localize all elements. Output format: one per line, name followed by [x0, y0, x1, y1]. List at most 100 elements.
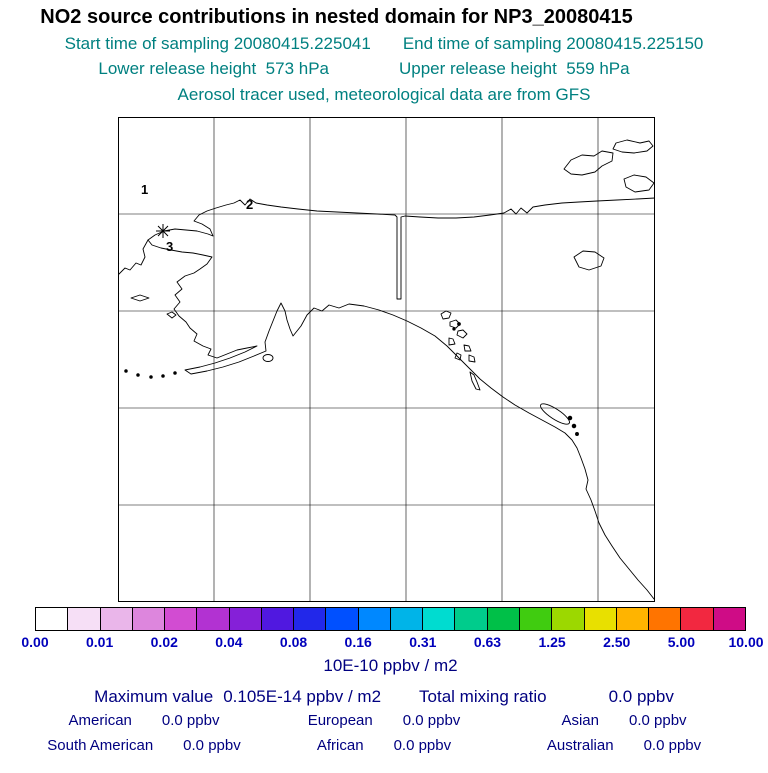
island-aleutian	[149, 375, 153, 379]
region-value: 0.0 ppbv	[183, 736, 241, 754]
colorbar-segment	[649, 607, 682, 630]
colorbar: 0.00 0.01 0.02 0.04 0.08 0.16 0.31 0.63 1.25 2.50…	[21, 606, 764, 676]
colorbar-tick-label: 0.02	[150, 633, 178, 650]
max-total-row: Maximum value 0.105E-14 ppbv / m2 Total …	[0, 686, 768, 707]
island-panhandle	[463, 344, 472, 352]
colorbar-tick-label: 0.08	[279, 633, 308, 650]
tracer-info-row: Aerosol tracer used, meteorological data…	[0, 84, 768, 105]
region-stat: Asian 0.0 ppbv	[504, 712, 744, 731]
stats-block: Maximum value 0.105E-14 ppbv / m2 Total …	[0, 686, 768, 756]
plot-page: NO2 source contributions in nested domai…	[0, 5, 768, 756]
colorbar-tick-label: 2.50	[603, 633, 631, 650]
total-mixing-ratio-value: 0.0 ppbv	[608, 686, 674, 706]
coastline-arctic-north	[118, 197, 655, 300]
colorbar-tick-label: 5.00	[667, 633, 695, 650]
colorbar-segment	[326, 607, 359, 630]
colorbar-ticks: 0.00 0.01 0.02 0.04 0.08 0.16 0.31 0.63 1.25 2.50…	[21, 633, 763, 652]
colorbar-segment	[584, 607, 617, 630]
map-grid	[118, 116, 655, 602]
region-value: 0.0 ppbv	[643, 736, 702, 754]
colorbar-segments	[35, 606, 746, 631]
coastline-alaska-westcoast	[147, 239, 655, 600]
island-panhandle	[456, 329, 468, 339]
marker-label-3: 3	[166, 239, 173, 254]
region-stat: American 0.0 ppbv	[24, 712, 264, 731]
colorbar-tick-label: 0.00	[21, 633, 49, 650]
island-arctic-3	[623, 174, 655, 193]
lower-release-text: Lower release height 573 hPa	[98, 59, 329, 79]
region-label: African	[316, 736, 364, 754]
upper-release-text: Upper release height 559 hPa	[399, 59, 630, 79]
map-markers: 1 2 3	[141, 182, 253, 254]
colorbar-tick-label: 0.16	[344, 633, 372, 650]
colorbar-tick-label: 0.04	[215, 633, 243, 650]
region-stats: American 0.0 ppbv European 0.0 ppbv Asian 0.0…	[0, 712, 768, 756]
colorbar-segment	[229, 607, 262, 630]
island-arctic-1	[563, 150, 614, 176]
colorbar-segment	[100, 607, 133, 630]
colorbar-segment	[423, 607, 456, 630]
colorbar-tick-label: 10.00	[728, 633, 764, 650]
island-gulf-dot	[575, 431, 579, 436]
region-value: 0.0 ppbv	[402, 712, 461, 729]
island-gulf-dot	[567, 415, 573, 421]
lake-great-bear	[573, 250, 605, 271]
region-value: 0.0 ppbv	[628, 712, 687, 729]
colorbar-tick-label: 0.63	[473, 633, 502, 650]
colorbar-segment	[36, 607, 69, 630]
colorbar-segment	[616, 607, 650, 630]
colorbar-segment	[261, 607, 295, 630]
colorbar-tick-label: 0.01	[86, 633, 114, 650]
region-stat: Australian 0.0 ppbv	[504, 737, 744, 756]
island-st-lawrence	[130, 294, 150, 302]
max-value: 0.105E-14 ppbv / m2	[223, 686, 382, 706]
colorbar-segment	[132, 607, 166, 630]
island-aleutian	[124, 368, 128, 373]
colorbar-segment	[713, 607, 745, 630]
coastlines	[118, 139, 655, 600]
colorbar-segment	[358, 607, 391, 630]
region-stat: European 0.0 ppbv	[264, 712, 504, 731]
island-panhandle-dot	[457, 321, 461, 326]
island-panhandle	[449, 319, 461, 329]
start-time-text: Start time of sampling 20080415.225041	[64, 34, 371, 53]
island-arctic-2	[612, 139, 654, 154]
island-panhandle	[468, 354, 476, 363]
island-gulf-dot	[571, 423, 577, 429]
island-aleutian	[136, 373, 140, 377]
colorbar-units-label: 10E-10 ppbv / m2	[323, 655, 458, 675]
region-stat: South American 0.0 ppbv	[24, 737, 264, 756]
region-label: Asian	[561, 712, 599, 729]
tracer-info-text: Aerosol tracer used, meteorological data…	[177, 84, 591, 104]
colorbar-segment	[681, 607, 714, 630]
island-panhandle-dot	[452, 327, 456, 331]
region-value: 0.0 ppbv	[161, 712, 220, 729]
sampling-times-row: Start time of sampling 20080415.225041 E…	[0, 33, 768, 54]
colorbar-segment	[390, 607, 424, 630]
region-label: Australian	[546, 736, 614, 754]
marker-label-2: 2	[246, 197, 253, 212]
island-kodiak	[262, 353, 274, 362]
colorbar-segment	[165, 607, 198, 630]
max-value-label: Maximum value	[94, 686, 214, 706]
island-aleutian	[161, 374, 165, 378]
release-heights-row: Lower release height 573 hPa Upper relea…	[0, 58, 768, 79]
colorbar-segment	[197, 607, 230, 630]
island-aleutian	[173, 370, 177, 375]
colorbar-tick-label: 0.31	[409, 633, 437, 650]
marker-label-1: 1	[141, 182, 148, 197]
island-vancouver	[540, 403, 570, 425]
plot-title: NO2 source contributions in nested domai…	[40, 6, 633, 28]
island-panhandle	[454, 352, 462, 361]
map-border	[118, 116, 655, 602]
colorbar-segment	[455, 607, 488, 630]
colorbar-segment	[487, 607, 520, 630]
colorbar-segment	[68, 607, 101, 630]
end-time-text: End time of sampling 20080415.225150	[402, 34, 704, 53]
map: 1 2 3	[118, 116, 655, 602]
island-panhandle	[448, 337, 456, 346]
region-value: 0.0 ppbv	[393, 736, 452, 754]
island-haida-gwaii	[469, 371, 481, 391]
island-panhandle	[440, 310, 452, 320]
colorbar-segment	[552, 607, 585, 630]
